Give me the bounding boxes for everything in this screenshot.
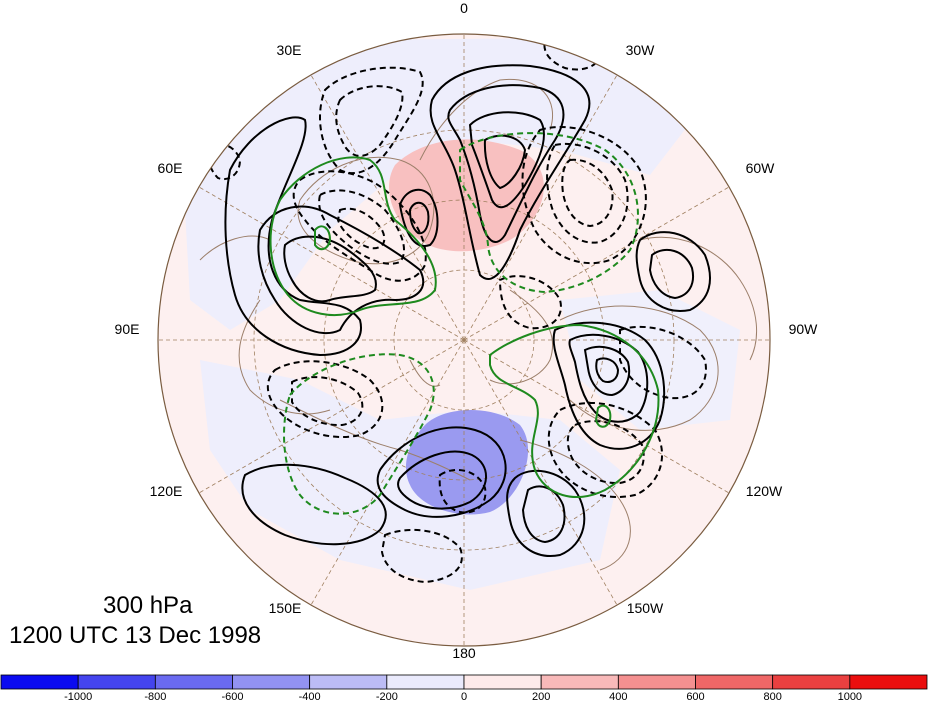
colorbar-tick-label: 800 [763,691,781,702]
colorbar-box [154,674,233,690]
lon-label-90e: 90E [115,321,140,337]
colorbar-box [772,674,851,690]
colorbar-tick-label: 1000 [838,691,862,702]
colorbar-tick-label: -600 [221,691,243,702]
longitude-labels: 0 30W 60W 90W 120W 150W 180 150E 120E 90… [115,0,819,661]
colorbar-tick-label: -1000 [64,691,92,702]
lon-label-30e: 30E [277,42,302,58]
colorbar-box [232,674,311,690]
positive-contours [224,64,711,557]
colorbar-box [0,674,79,690]
colorbar-tick-label: -400 [299,691,321,702]
lon-label-90w: 90W [789,321,819,337]
colorbar-box [695,674,774,690]
colorbar-tick-label: 600 [686,691,704,702]
colorbar-tick-label: 0 [461,691,467,702]
colorbar: -1000 -800 -600 -400 -200 0 200 400 600 800 1000 [0,674,928,702]
valid-time-caption: 1200 UTC 13 Dec 1998 [9,622,262,649]
colorbar-box [463,674,542,690]
colorbar-box [386,674,465,690]
lon-label-150w: 150W [627,600,664,616]
pressure-level-caption: 300 hPa [103,592,193,619]
lon-label-180: 180 [452,645,476,661]
lon-label-0: 0 [460,0,468,16]
coastlines [199,78,758,571]
lon-label-120w: 120W [746,483,783,499]
colorbar-box [77,674,156,690]
negative-contours [207,35,707,584]
colorbar-tick-label: -200 [376,691,398,702]
green-dashed-contours [283,132,639,515]
colorbar-labels: -1000 -800 -600 -400 -200 0 200 400 600 800 1000 [64,691,862,702]
lon-label-60e: 60E [158,160,183,176]
lon-label-150e: 150E [269,600,302,616]
colorbar-tick-label: -800 [144,691,166,702]
colorbar-box [540,674,619,690]
lon-label-120e: 120E [150,483,183,499]
lon-label-30w: 30W [626,42,656,58]
polar-map: 0 30W 60W 90W 120W 150W 180 150E 120E 90… [115,0,819,661]
colorbar-box [309,674,388,690]
colorbar-tick-label: 400 [609,691,627,702]
colorbar-box [617,674,696,690]
green-contours [269,156,660,499]
lon-label-60w: 60W [746,160,776,176]
colorbar-box [849,674,928,690]
colorbar-tick-label: 200 [532,691,550,702]
colorbar-boxes [0,674,928,690]
map-border [157,33,771,647]
